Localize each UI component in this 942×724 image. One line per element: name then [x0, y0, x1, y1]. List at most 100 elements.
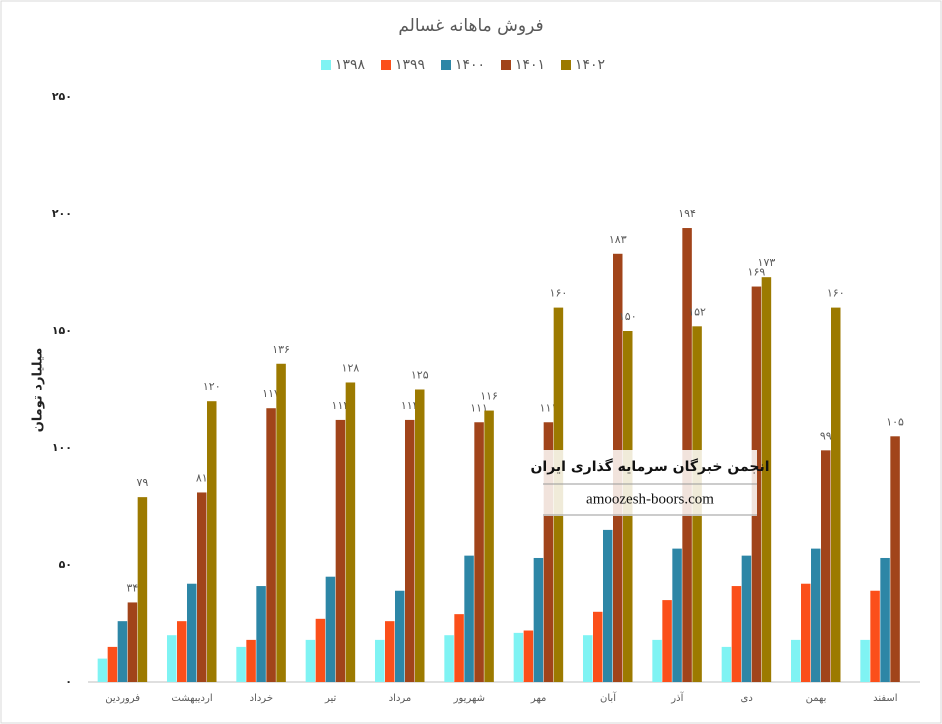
data-label: ۱۲۰: [203, 380, 221, 393]
watermark-title: انجمن خبرگان سرمایه گذاری ایران: [530, 458, 769, 475]
x-tick-label: خرداد: [250, 693, 273, 704]
legend-swatch: [561, 60, 571, 70]
bar: [315, 618, 326, 682]
bar: [652, 639, 662, 682]
data-label: ۱۱۶: [480, 390, 498, 403]
data-label: ۱۱۲: [401, 399, 419, 412]
x-tick-label: اسفند: [873, 693, 897, 704]
bar: [890, 436, 900, 682]
legend-swatch: [381, 60, 391, 70]
bar: [325, 576, 336, 682]
y-tick-label: ۵۰: [59, 558, 72, 571]
data-label: ۱۱۱: [540, 401, 558, 414]
y-tick-label: ۲۵۰: [52, 90, 72, 103]
data-label: ۳۴: [127, 581, 139, 594]
data-label: ۹۹: [820, 429, 832, 442]
bar: [197, 492, 207, 682]
data-label: ۱۱۲: [332, 399, 350, 412]
x-tick-label: بهمن: [806, 693, 827, 704]
bar: [246, 639, 256, 682]
y-axis-label: میلیارد تومان: [31, 348, 46, 433]
bar: [395, 590, 405, 682]
bar: [137, 497, 148, 682]
data-label: ۱۰۵: [886, 415, 904, 428]
bar: [603, 529, 613, 682]
legend-label: ۱۳۹۹: [395, 57, 425, 73]
bar: [305, 639, 316, 682]
bar: [127, 602, 138, 682]
x-tick-label: اردیبهشت: [171, 693, 212, 704]
y-tick-label: ۱۵۰: [52, 324, 72, 337]
bar: [97, 658, 108, 682]
bar: [523, 630, 534, 682]
bar: [860, 639, 870, 682]
bar: [167, 635, 177, 682]
bar: [583, 635, 593, 682]
data-label: ۱۵۰: [619, 310, 637, 323]
bar: [593, 611, 603, 682]
data-label: ۱۵۲: [688, 305, 706, 318]
data-label: ۱۳۶: [272, 343, 290, 356]
bar: [741, 555, 752, 682]
bar: [375, 639, 385, 682]
data-label: ۱۲۵: [411, 369, 429, 382]
x-tick-label: آذر: [670, 691, 684, 704]
x-tick-label: آبان: [600, 691, 617, 704]
bar: [801, 583, 811, 682]
legend-swatch: [441, 60, 451, 70]
watermark-url: amoozesh-boors.com: [586, 491, 714, 507]
bar: [335, 419, 346, 682]
data-label: ۱۹۴: [678, 207, 696, 220]
bar: [721, 646, 732, 682]
bar: [187, 583, 197, 682]
bar: [444, 635, 454, 682]
x-tick-label: مهر: [530, 693, 546, 704]
data-label: ۱۶۹: [748, 266, 766, 279]
data-label: ۱۲۸: [342, 361, 360, 374]
bar: [731, 586, 742, 682]
data-label: ۱۱۷: [262, 387, 280, 400]
x-tick-label: مرداد: [389, 693, 412, 704]
x-tick-label: فروردین: [105, 693, 140, 704]
bar: [236, 646, 246, 682]
bar: [791, 639, 801, 682]
data-label: ۷۹: [137, 476, 149, 489]
bar: [662, 600, 672, 682]
bar: [543, 422, 554, 682]
bar: [276, 363, 286, 682]
bar: [454, 614, 464, 682]
watermark-box: [543, 450, 757, 516]
bar: [266, 408, 276, 682]
data-label: ۱۱۱: [470, 401, 488, 414]
data-label: ۱۷۳: [758, 256, 776, 269]
bar: [177, 621, 187, 682]
data-label: ۸۱: [196, 471, 208, 484]
bar: [831, 307, 841, 682]
legend-label: ۱۴۰۲: [575, 57, 605, 73]
bar: [761, 277, 772, 682]
bar: [117, 621, 128, 682]
bar: [484, 410, 494, 682]
y-tick-label: ۰: [65, 675, 72, 688]
bar: [533, 557, 544, 682]
data-label: ۱۸۳: [609, 233, 627, 246]
y-tick-label: ۲۰۰: [52, 207, 72, 220]
legend-label: ۱۴۰۰: [455, 57, 485, 73]
y-tick-label: ۱۰۰: [52, 441, 72, 454]
bar: [345, 382, 356, 682]
bar: [870, 590, 880, 682]
legend-label: ۱۴۰۱: [515, 57, 545, 73]
legend-swatch: [501, 60, 511, 70]
bar: [107, 646, 118, 682]
chart-title: فروش ماهانه غسالم: [398, 16, 543, 36]
x-tick-label: شهریور: [453, 693, 485, 704]
x-tick-label: تیر: [324, 693, 337, 704]
bar: [672, 548, 682, 682]
bar: [821, 450, 831, 682]
bar: [405, 419, 415, 682]
bar: [474, 422, 484, 682]
bar: [811, 548, 821, 682]
bar: [385, 621, 395, 682]
legend-label: ۱۳۹۸: [335, 57, 366, 73]
